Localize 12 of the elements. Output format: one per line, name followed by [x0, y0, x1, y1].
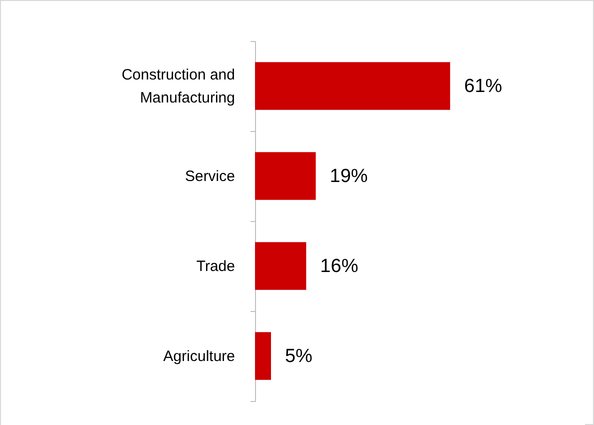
y-tick-label: Construction and Manufacturing: [122, 66, 235, 106]
data-label: 5%: [284, 346, 313, 367]
data-label: 19%: [330, 166, 368, 187]
data-label: 61%: [464, 76, 502, 97]
y-tick-label: Agriculture: [163, 348, 235, 365]
bar: [255, 152, 316, 200]
bar: [255, 332, 271, 380]
y-tick-label: Trade: [196, 258, 235, 275]
bar: [255, 62, 450, 110]
y-tick-label: Service: [184, 168, 235, 185]
bar: [255, 242, 306, 290]
data-label: 16%: [320, 256, 358, 277]
